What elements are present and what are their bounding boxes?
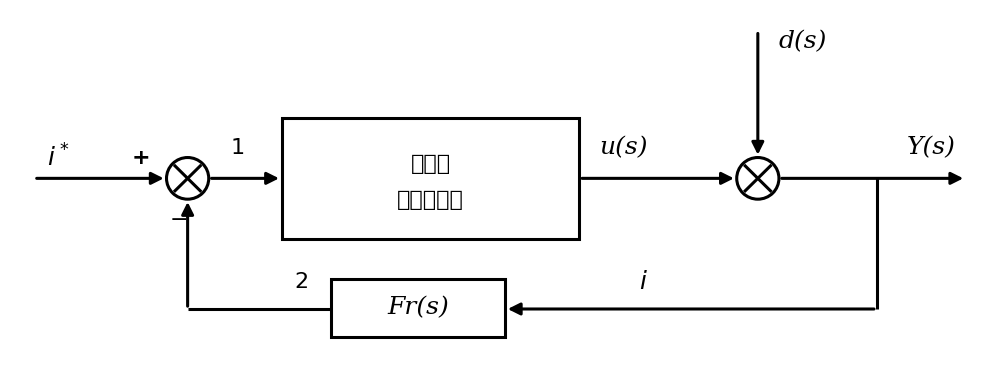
Bar bbox=[282, 118, 579, 239]
Text: 1: 1 bbox=[230, 138, 244, 158]
Text: 无源控制器: 无源控制器 bbox=[397, 190, 464, 210]
Text: $i^*$: $i^*$ bbox=[47, 144, 70, 171]
Text: d(s): d(s) bbox=[778, 31, 827, 53]
Bar bbox=[331, 279, 505, 337]
Text: $-$: $-$ bbox=[169, 208, 187, 228]
Text: Fr(s): Fr(s) bbox=[387, 296, 449, 320]
Text: 2: 2 bbox=[295, 272, 309, 293]
Text: u(s): u(s) bbox=[600, 137, 648, 159]
Text: +: + bbox=[132, 147, 150, 168]
Text: $i$: $i$ bbox=[639, 271, 648, 294]
Text: 变阻尼: 变阻尼 bbox=[411, 154, 451, 174]
Text: Y(s): Y(s) bbox=[907, 137, 956, 159]
